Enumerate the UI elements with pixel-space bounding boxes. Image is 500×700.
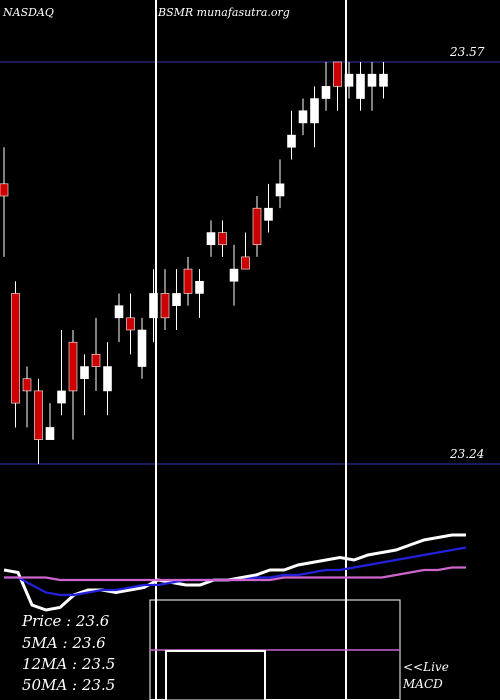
- candle: [160, 269, 170, 330]
- candle-body-down: [22, 378, 32, 392]
- candle: [45, 403, 55, 440]
- candle: [321, 62, 331, 111]
- candle: [103, 342, 112, 416]
- candle: [114, 293, 124, 343]
- candles-group: [0, 61, 388, 464]
- candle: [344, 62, 354, 99]
- candle: [356, 62, 365, 111]
- candle: [149, 269, 158, 343]
- macd-name-label: MACD: [403, 677, 443, 691]
- ma-line-short: [3, 533, 466, 612]
- candle-body-up: [229, 268, 239, 282]
- candle-body-up: [45, 427, 55, 440]
- candle: [264, 183, 273, 233]
- candle: [0, 147, 9, 257]
- candle: [172, 269, 181, 330]
- candle-body-up: [80, 366, 89, 380]
- candle: [379, 62, 388, 99]
- candle: [333, 61, 342, 111]
- candle-body-down: [252, 207, 262, 246]
- candle-body-up: [367, 73, 377, 87]
- candle-body-down: [218, 232, 227, 246]
- stat-12ma: 12MA : 23.5: [22, 655, 116, 673]
- candle: [218, 220, 227, 257]
- candle-body-up: [57, 390, 66, 404]
- candle: [206, 220, 216, 257]
- candle: [241, 232, 250, 270]
- macd-step-line: [150, 650, 400, 700]
- candle-body-up: [103, 366, 112, 392]
- candle: [11, 281, 20, 428]
- candle-body-up: [310, 98, 319, 124]
- candle: [57, 330, 66, 416]
- candle-body-down: [0, 183, 9, 197]
- candle-body-down: [241, 256, 250, 270]
- candle-body-up: [149, 293, 158, 319]
- candle: [310, 86, 319, 148]
- candle-body-up: [114, 305, 124, 319]
- candle-body-down: [91, 354, 101, 367]
- candle: [91, 317, 101, 391]
- candle-body-up: [344, 73, 354, 87]
- candle: [367, 62, 377, 111]
- candle-body-up: [206, 232, 216, 246]
- candle: [80, 354, 89, 416]
- candle: [68, 330, 78, 440]
- candle-body-down: [160, 293, 170, 319]
- candle-body-up: [298, 110, 308, 124]
- candle-body-down: [11, 293, 20, 404]
- candle: [298, 98, 308, 136]
- candle: [252, 196, 262, 257]
- candle-body-up: [137, 329, 147, 367]
- candle-body-up: [264, 207, 273, 221]
- candle: [229, 244, 239, 306]
- candle-body-down: [34, 390, 43, 440]
- candle: [287, 110, 296, 160]
- candle-body-up: [379, 73, 388, 87]
- candle: [22, 366, 32, 428]
- candle: [34, 378, 43, 464]
- stat-50ma: 50MA : 23.5: [22, 676, 116, 694]
- candle: [275, 159, 285, 209]
- candle: [183, 256, 193, 306]
- candle-body-up: [321, 86, 331, 99]
- upper-level-label: 23.57: [450, 45, 485, 59]
- macd-live-label: <<Live: [403, 660, 449, 674]
- candle: [195, 269, 204, 318]
- stat-price: Price : 23.6: [22, 612, 110, 630]
- exchange-label: NASDAQ: [3, 6, 54, 19]
- candle-body-up: [195, 280, 204, 294]
- candle-body-down: [68, 341, 78, 392]
- stat-5ma: 5MA : 23.6: [22, 634, 106, 652]
- ticker-site-label: BSMR munafasutra.org: [158, 6, 290, 19]
- candle-body-up: [275, 183, 285, 197]
- lower-level-label: 23.24: [450, 447, 485, 461]
- candle-body-down: [126, 317, 135, 331]
- macd-group: [149, 599, 401, 700]
- candle-body-up: [287, 134, 296, 148]
- moving-averages-group: [3, 533, 467, 612]
- candle-body-up: [172, 293, 181, 306]
- candle: [126, 293, 135, 355]
- candle-body-down: [333, 61, 342, 87]
- candle-body-up: [356, 73, 365, 99]
- candle-body-down: [183, 268, 193, 294]
- candle: [137, 317, 147, 379]
- ma-line-long: [4, 566, 466, 582]
